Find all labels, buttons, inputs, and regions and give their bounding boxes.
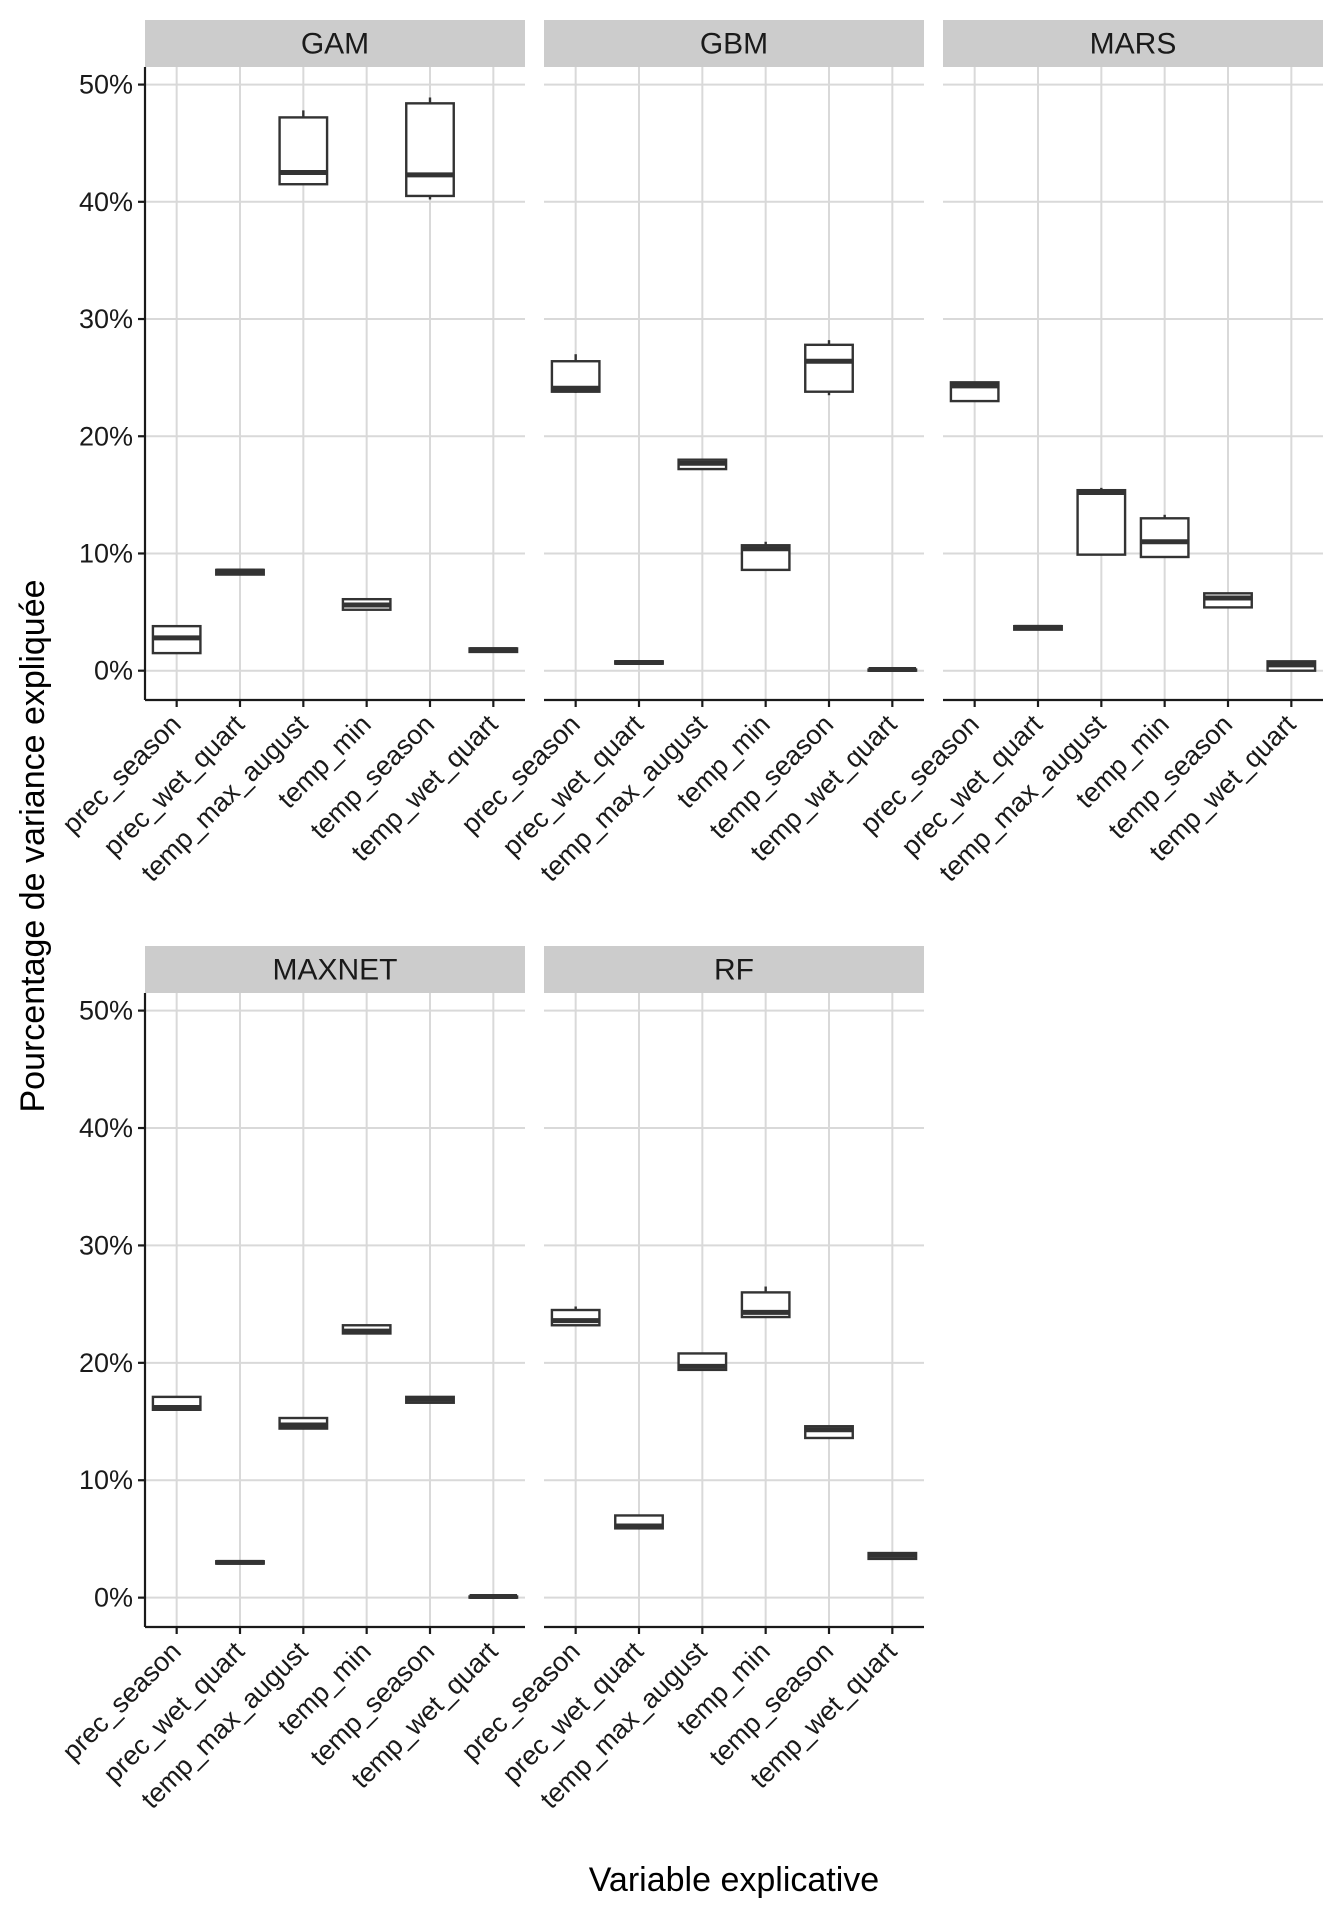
y-tick-label: 0%: [94, 656, 133, 686]
box-temp-max-august: [1076, 487, 1127, 556]
y-axis-title: Pourcentage de variance expliquée: [14, 579, 52, 1112]
box-temp-season: [804, 1425, 854, 1440]
box-prec-wet-quart: [215, 568, 265, 576]
box-temp-min: [1139, 514, 1190, 559]
y-tick-label: 40%: [79, 1113, 133, 1143]
panel-gam: GAM0%10%20%30%40%50%prec_seasonprec_wet_…: [56, 20, 525, 887]
box-temp-wet-quart: [1266, 660, 1317, 672]
box-temp-season: [804, 340, 854, 396]
box-temp-wet-quart: [468, 647, 519, 654]
box-temp-max-august: [677, 1352, 728, 1372]
y-tick-label: 0%: [94, 1583, 133, 1613]
box-temp-wet-quart: [867, 1551, 918, 1561]
panel-strip: [145, 946, 525, 993]
panel-maxnet: MAXNET0%10%20%30%40%50%prec_seasonprec_w…: [56, 946, 525, 1814]
box-prec-season: [151, 624, 202, 655]
box-prec-season: [949, 381, 1000, 403]
panel-strip: [943, 20, 1323, 67]
box-temp-max-august: [677, 458, 728, 471]
y-tick-label: 20%: [79, 1348, 133, 1378]
panel-strip: [145, 20, 525, 67]
box-temp-max-august: [278, 110, 329, 186]
panel-title: MAXNET: [272, 954, 397, 987]
box-temp-min: [341, 597, 392, 611]
y-tick-label: 50%: [79, 70, 133, 100]
panel-title: MARS: [1090, 28, 1177, 61]
y-tick-label: 20%: [79, 421, 133, 451]
box-iqr: [804, 343, 854, 393]
box-temp-wet-quart: [468, 1593, 519, 1599]
facet-panels: GAM0%10%20%30%40%50%prec_seasonprec_wet_…: [56, 20, 1323, 1814]
panel-mars: MARSprec_seasonprec_wet_quarttemp_max_au…: [854, 20, 1323, 887]
box-temp-min: [341, 1324, 392, 1335]
box-temp-max-august: [278, 1416, 329, 1430]
box-temp-min: [740, 1286, 791, 1319]
panel-strip: [544, 946, 924, 993]
box-temp-season: [1203, 592, 1253, 609]
box-prec-season: [550, 354, 601, 393]
box-iqr: [405, 102, 455, 198]
panel-strip: [544, 20, 924, 67]
box-iqr: [1076, 488, 1127, 556]
x-axis-title: Variable explicative: [589, 1861, 879, 1899]
box-temp-season: [405, 97, 455, 200]
box-prec-season: [550, 1306, 601, 1327]
box-temp-wet-quart: [867, 667, 918, 673]
y-tick-label: 30%: [79, 1230, 133, 1260]
box-prec-wet-quart: [215, 1559, 265, 1565]
box-prec-season: [151, 1395, 202, 1411]
panel-title: RF: [714, 954, 754, 987]
y-tick-label: 50%: [79, 996, 133, 1026]
box-prec-wet-quart: [1013, 624, 1063, 631]
box-prec-wet-quart: [614, 659, 664, 665]
y-tick-label: 30%: [79, 304, 133, 334]
panel-title: GAM: [301, 28, 369, 61]
box-iqr: [1139, 517, 1190, 559]
panel-gbm: GBMprec_seasonprec_wet_quarttemp_max_aug…: [455, 20, 924, 887]
box-temp-min: [740, 541, 791, 572]
panel-title: GBM: [700, 28, 768, 61]
box-prec-wet-quart: [614, 1514, 664, 1530]
y-tick-label: 10%: [79, 1465, 133, 1495]
panel-rf: RFprec_seasonprec_wet_quarttemp_max_augu…: [455, 946, 924, 1814]
box-temp-season: [405, 1395, 455, 1404]
y-tick-label: 10%: [79, 538, 133, 568]
y-tick-label: 40%: [79, 187, 133, 217]
